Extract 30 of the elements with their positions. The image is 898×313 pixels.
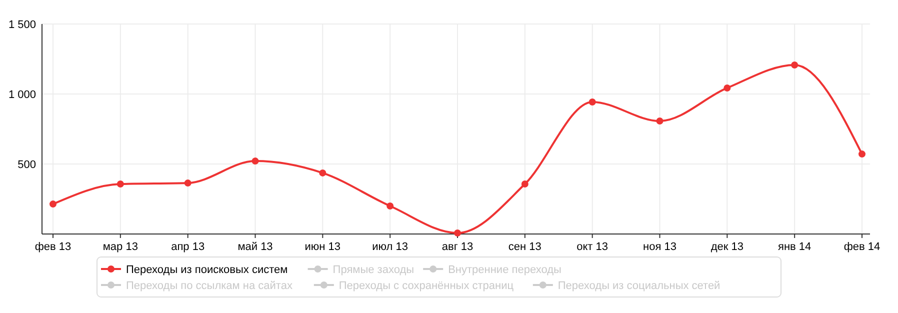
x-tick-label: ноя 13 bbox=[643, 241, 676, 253]
point bbox=[116, 180, 124, 188]
y-tick-label: 1 500 bbox=[8, 18, 36, 31]
point bbox=[184, 180, 192, 187]
legend-label: Переходы из поисковых систем bbox=[126, 264, 288, 276]
point bbox=[724, 84, 731, 92]
x-tick-label: май 13 bbox=[238, 241, 273, 253]
point bbox=[656, 118, 664, 125]
point bbox=[791, 62, 798, 69]
point bbox=[386, 202, 394, 210]
x-tick-label: фев 13 bbox=[34, 241, 72, 253]
point bbox=[588, 98, 596, 106]
point bbox=[521, 180, 528, 188]
point bbox=[319, 169, 326, 176]
x-tick-label: фев 14 bbox=[844, 241, 880, 253]
point bbox=[50, 200, 56, 208]
x-tick-label: июл 13 bbox=[372, 241, 408, 253]
y-tick-label: 500 bbox=[18, 158, 36, 171]
x-tick-label: дек 13 bbox=[710, 241, 744, 253]
x-tick-label: мар 13 bbox=[102, 241, 138, 253]
x-tick-label: янв 14 bbox=[778, 241, 812, 253]
x-tick-label: окт 13 bbox=[576, 241, 608, 253]
point bbox=[454, 230, 461, 237]
point bbox=[252, 158, 259, 165]
x-tick-label: сен 13 bbox=[508, 241, 542, 253]
point bbox=[858, 150, 866, 158]
x-tick-label: июн 13 bbox=[304, 241, 341, 253]
x-tick-label: авг 13 bbox=[442, 241, 474, 253]
x-tick-label: апр 13 bbox=[171, 241, 205, 253]
y-tick-label: 1 000 bbox=[8, 88, 36, 101]
